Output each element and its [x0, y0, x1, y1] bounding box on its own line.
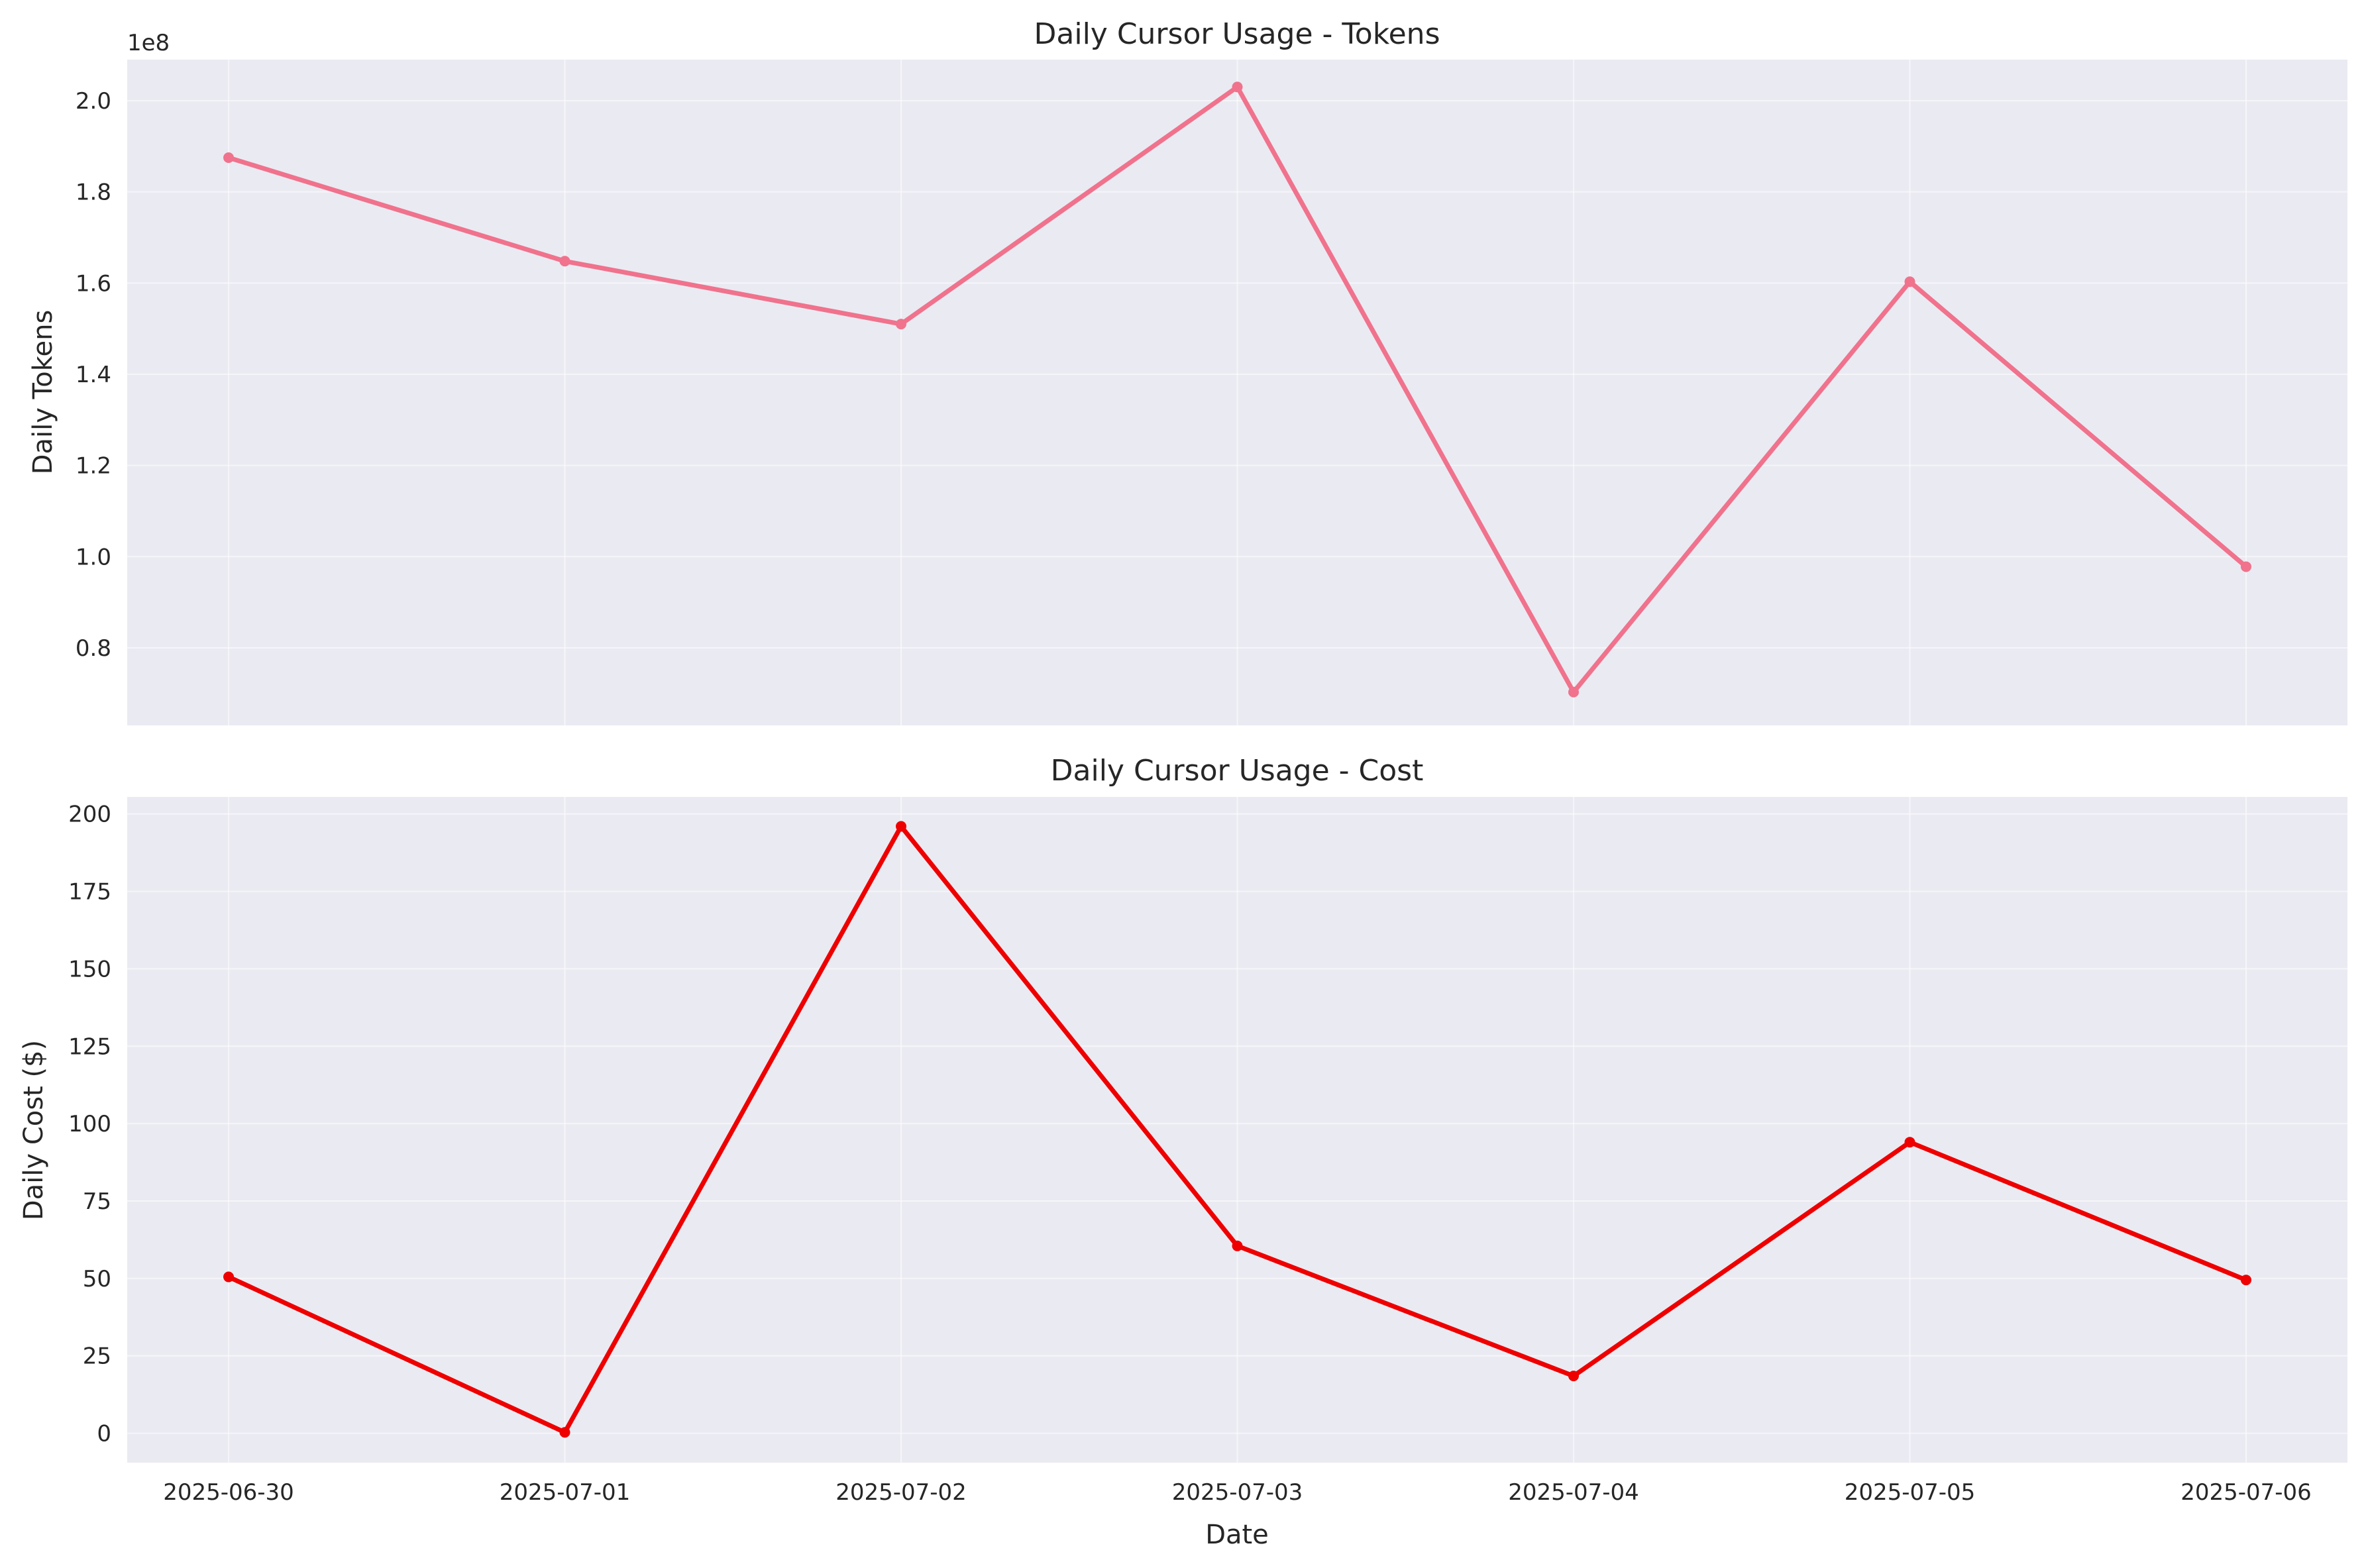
cost-y-tick-label: 125 [68, 1033, 111, 1060]
tokens-chart: 0.8 1.0 1.2 1.4 1.6 1.8 2.0 Daily Cursor Usage… [28, 17, 2347, 725]
tokens-y-tick-label: 2.0 [76, 88, 111, 115]
tokens-y-tick-label: 0.8 [76, 635, 111, 662]
cost-x-ticks: 2025-06-30 2025-07-01 2025-07-02 2025-07-03… [163, 1479, 2312, 1506]
cost-chart-title: Daily Cursor Usage - Cost [1051, 754, 1424, 788]
tokens-y-tick-label: 1.0 [76, 544, 111, 570]
tokens-gridlines [127, 60, 2347, 725]
cost-y-tick-label: 200 [68, 802, 111, 828]
tokens-y-tick-label: 1.6 [76, 270, 111, 297]
cost-data-point [2241, 1275, 2251, 1286]
cost-data-point [896, 821, 906, 832]
cost-x-tick-label: 2025-07-03 [1172, 1479, 1303, 1506]
tokens-data-point [223, 152, 234, 163]
tokens-data-point [559, 256, 570, 267]
tokens-y-tick-label: 1.4 [76, 362, 111, 388]
cost-x-tick-label: 2025-07-06 [2180, 1479, 2312, 1506]
cost-x-tick-label: 2025-07-01 [500, 1479, 631, 1506]
tokens-series-points [223, 81, 2251, 698]
tokens-y-ticks: 0.8 1.0 1.2 1.4 1.6 1.8 2.0 [76, 88, 111, 662]
cost-y-tick-label: 75 [83, 1188, 111, 1215]
cost-y-tick-label: 0 [97, 1421, 111, 1447]
cost-y-tick-label: 100 [68, 1111, 111, 1137]
tokens-data-point [1568, 686, 1579, 698]
cost-x-tick-label: 2025-07-02 [835, 1479, 967, 1506]
cost-y-tick-label: 25 [83, 1343, 111, 1370]
cost-data-point [1232, 1240, 1243, 1251]
tokens-y-offset-label: 1e8 [127, 30, 170, 56]
cost-y-tick-label: 175 [68, 879, 111, 906]
cost-data-point [1904, 1137, 1915, 1148]
tokens-chart-title: Daily Cursor Usage - Tokens [1034, 17, 1440, 51]
cost-series-points [223, 821, 2251, 1438]
tokens-y-tick-label: 1.8 [76, 180, 111, 206]
cost-data-point [559, 1427, 570, 1438]
cost-gridlines [127, 797, 2347, 1463]
cost-data-point [1568, 1371, 1579, 1382]
cost-x-tick-label: 2025-06-30 [163, 1479, 294, 1506]
tokens-data-point [1904, 276, 1915, 287]
cost-data-point [223, 1271, 234, 1282]
cost-y-ticks: 0 25 50 75 100 125 150 175 200 [68, 802, 111, 1447]
cost-y-tick-label: 150 [68, 956, 111, 982]
cost-x-tick-label: 2025-07-05 [1845, 1479, 1976, 1506]
cost-x-axis-label: Date [1205, 1520, 1269, 1550]
cost-x-tick-label: 2025-07-04 [1508, 1479, 1639, 1506]
cost-y-axis-label: Daily Cost ($) [19, 1040, 49, 1220]
tokens-data-point [2241, 561, 2251, 572]
tokens-data-point [896, 319, 906, 330]
tokens-y-tick-label: 1.2 [76, 453, 111, 480]
cost-chart: 0 25 50 75 100 125 150 175 200 2025-06-30 2025-07… [19, 754, 2347, 1550]
tokens-data-point [1232, 81, 1243, 93]
tokens-y-axis-label: Daily Tokens [28, 310, 58, 475]
cost-y-tick-label: 50 [83, 1266, 111, 1292]
